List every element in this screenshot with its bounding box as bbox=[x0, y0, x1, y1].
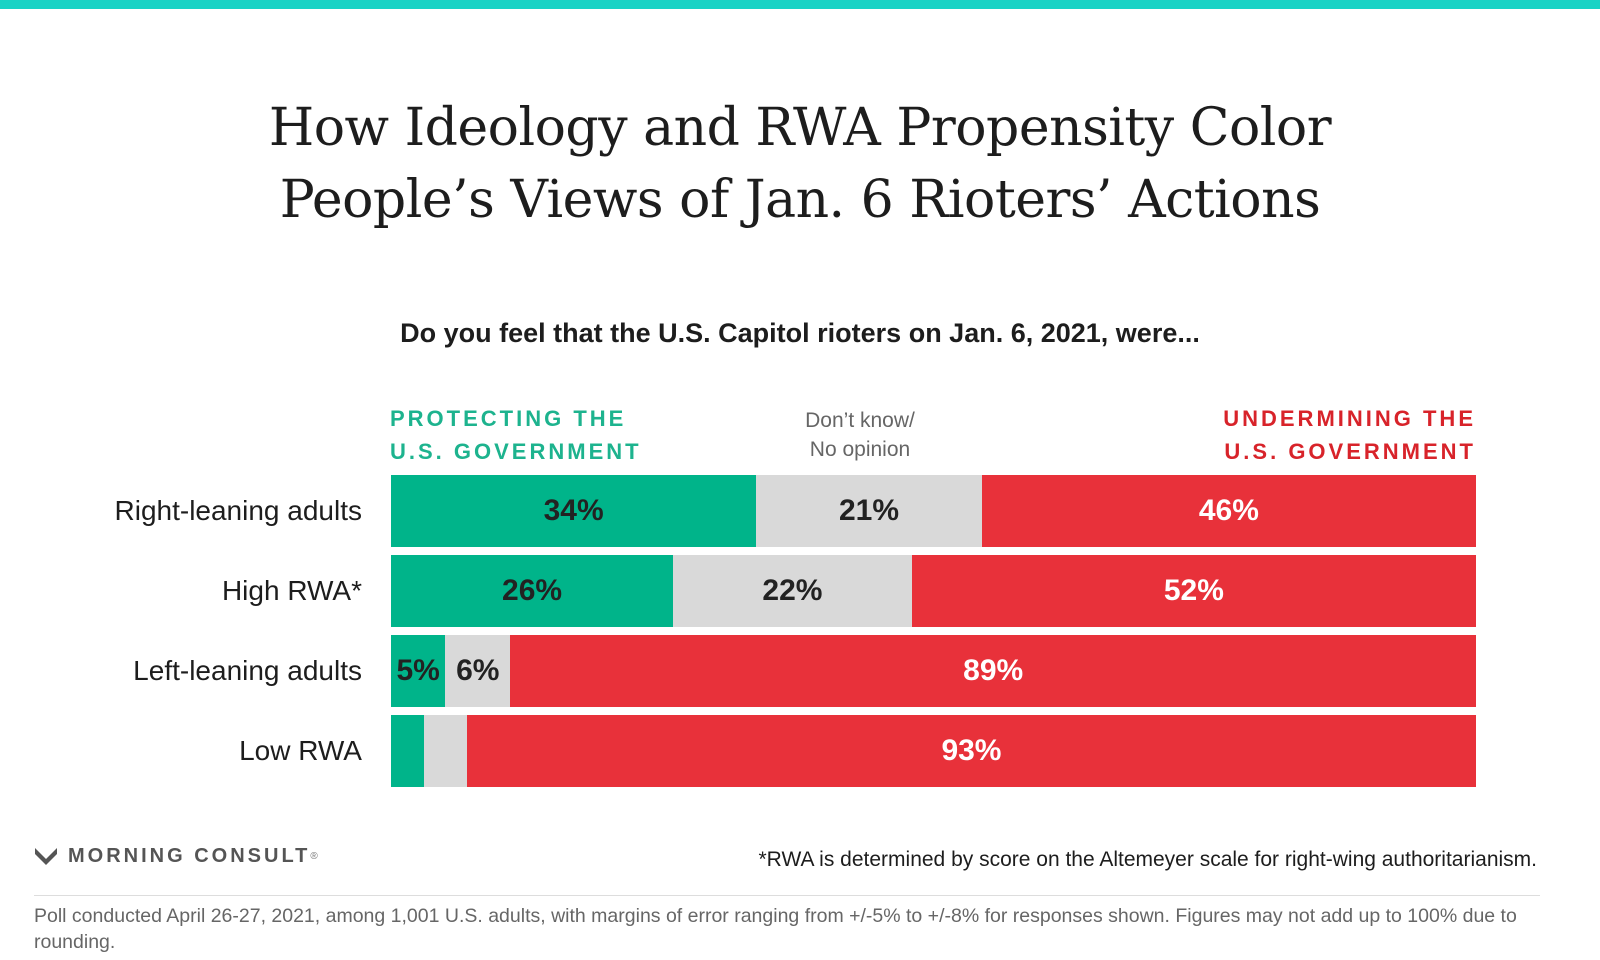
row-label-right-leaning-adults: Right-leaning adults bbox=[114, 495, 363, 526]
legend-undermining-line-2: U.S. GOVERNMENT bbox=[1224, 439, 1476, 464]
bar-segment-dont-know bbox=[423, 715, 467, 787]
legend-protecting: PROTECTING THE U.S. GOVERNMENT bbox=[390, 402, 642, 468]
legend-dont-know-line-2: No opinion bbox=[809, 438, 911, 461]
bar-segment-dont-know: 22% bbox=[673, 555, 912, 627]
bar-segment-undermining: 52% bbox=[911, 555, 1476, 627]
legend-protecting-line-2: U.S. GOVERNMENT bbox=[390, 439, 642, 464]
data-label: 52% bbox=[1163, 574, 1224, 607]
bar-segment-undermining: 89% bbox=[510, 635, 1476, 707]
legend-undermining: UNDERMINING THE U.S. GOVERNMENT bbox=[1223, 402, 1476, 468]
bar-high-rwa: 26% 22% 52% bbox=[391, 555, 1476, 627]
footer-divider bbox=[34, 895, 1540, 896]
bar-left-leaning-adults: 5% 6% 89% bbox=[391, 635, 1476, 707]
survey-question: Do you feel that the U.S. Capitol rioter… bbox=[400, 318, 1200, 348]
bar-segment-dont-know: 21% bbox=[756, 475, 982, 547]
row-label-high-rwa: High RWA* bbox=[221, 575, 362, 606]
data-label: 26% bbox=[502, 574, 563, 607]
logo-trademark: ® bbox=[310, 851, 318, 862]
data-label: 34% bbox=[543, 494, 604, 527]
data-label: 21% bbox=[839, 494, 900, 527]
chart-title-line-1: How Ideology and RWA Propensity Color bbox=[268, 98, 1332, 158]
data-label: 22% bbox=[762, 574, 823, 607]
data-label: 5% bbox=[396, 654, 440, 687]
bar-right-leaning-adults: 34% 21% 46% bbox=[391, 475, 1476, 547]
bar-segment-protecting: 5% bbox=[391, 635, 446, 707]
source-note: Poll conducted April 26-27, 2021, among … bbox=[34, 905, 1517, 953]
bar-segment-protecting bbox=[391, 715, 424, 787]
legend-dont-know-line-1: Don’t know/ bbox=[805, 409, 915, 432]
chart-title: How Ideology and RWA Propensity Color Pe… bbox=[0, 92, 1600, 236]
data-label: 6% bbox=[456, 654, 500, 687]
morning-consult-logo: MORNING CONSULT ® bbox=[34, 845, 318, 868]
rwa-footnote: *RWA is determined by score on the Altem… bbox=[758, 848, 1537, 871]
row-label-low-rwa: Low RWA bbox=[239, 735, 362, 766]
logo-text: MORNING CONSULT bbox=[68, 845, 311, 867]
bar-segment-dont-know: 6% bbox=[445, 635, 511, 707]
morning-consult-logo-icon bbox=[35, 847, 57, 865]
bar-low-rwa: 93% bbox=[391, 715, 1476, 787]
bar-segment-undermining: 46% bbox=[981, 475, 1476, 547]
legend-undermining-line-1: UNDERMINING THE bbox=[1223, 406, 1476, 431]
chart-title-line-2: People’s Views of Jan. 6 Rioters’ Action… bbox=[279, 170, 1321, 230]
data-label: 93% bbox=[941, 734, 1002, 767]
data-label: 89% bbox=[963, 654, 1024, 687]
bar-segment-undermining: 93% bbox=[466, 715, 1476, 787]
legend-protecting-line-1: PROTECTING THE bbox=[390, 406, 627, 431]
bar-segment-protecting: 34% bbox=[391, 475, 757, 547]
row-label-left-leaning-adults: Left-leaning adults bbox=[133, 655, 362, 686]
top-accent-bar bbox=[0, 0, 1600, 9]
data-label: 46% bbox=[1198, 494, 1259, 527]
legend-dont-know: Don’t know/ No opinion bbox=[760, 406, 960, 464]
bar-segment-protecting: 26% bbox=[391, 555, 674, 627]
